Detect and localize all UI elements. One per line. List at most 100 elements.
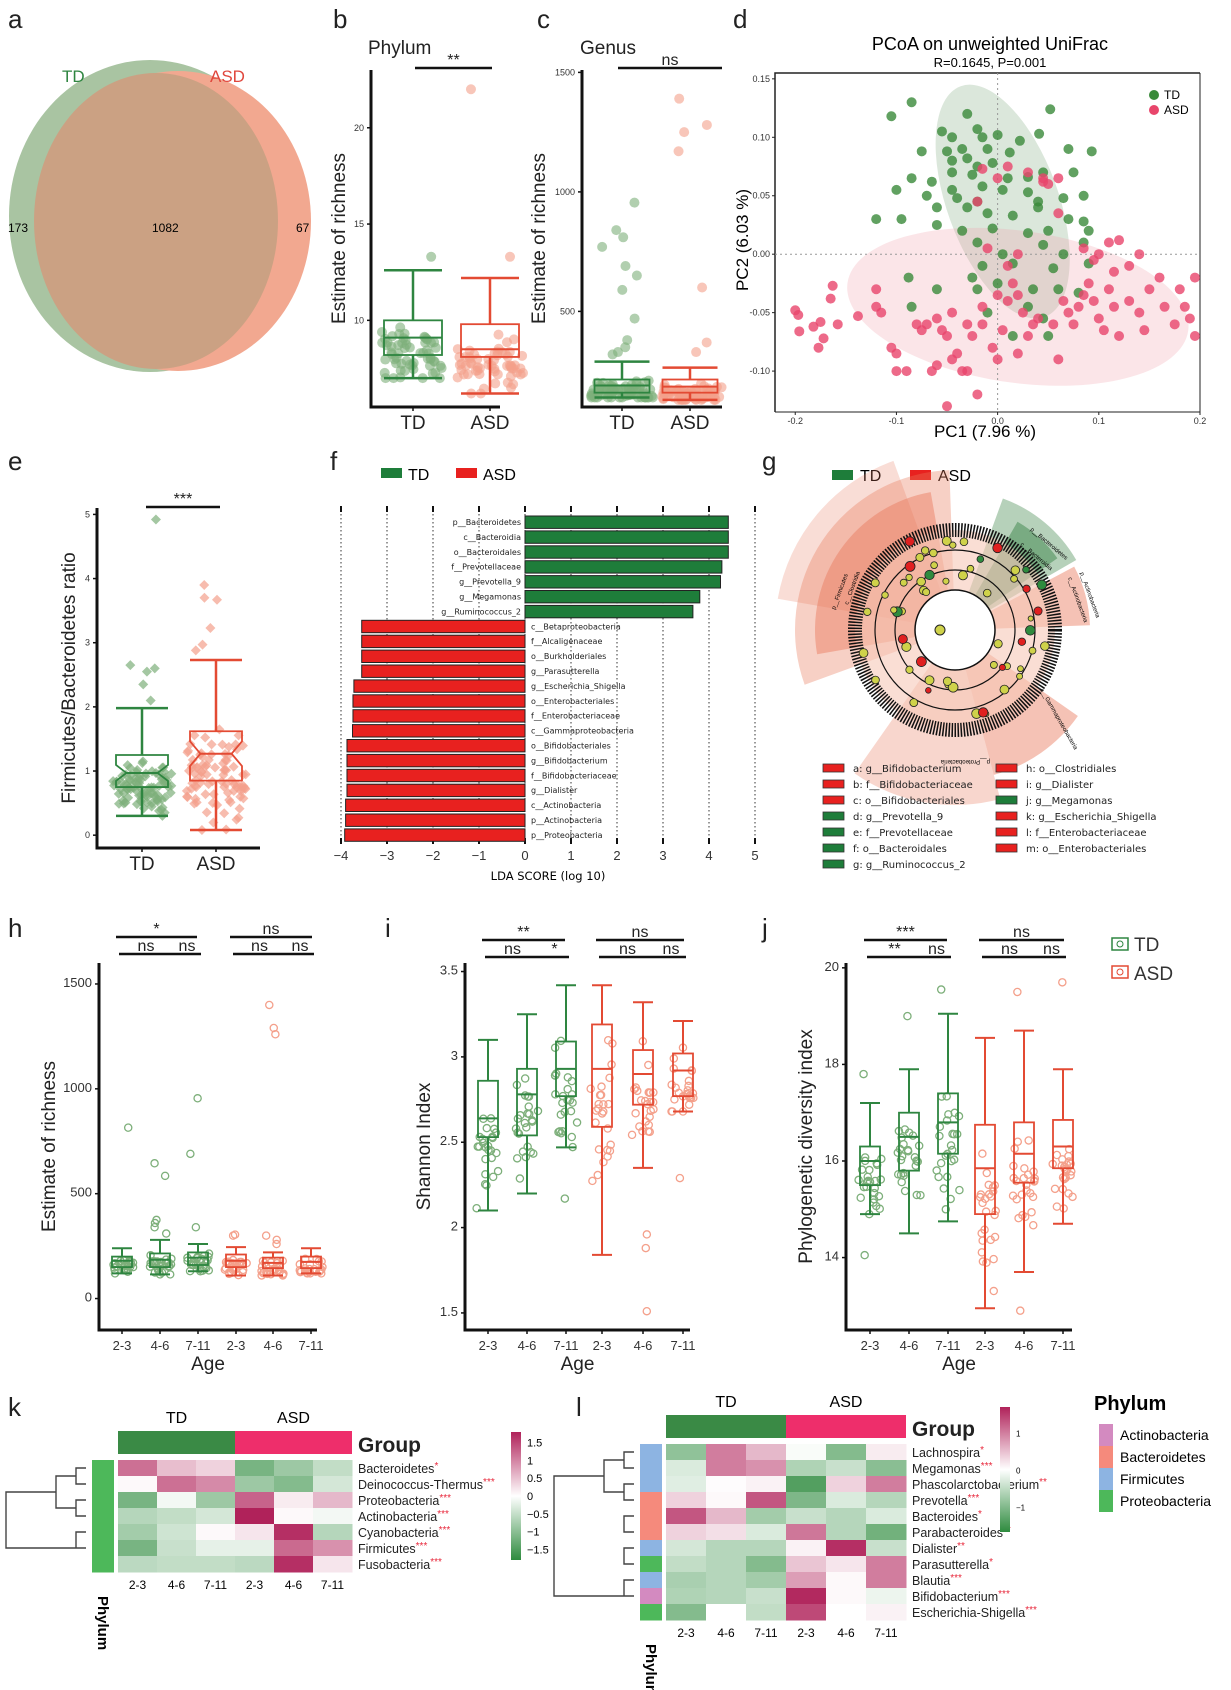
row-label: Bacteroidetes* <box>358 1461 438 1476</box>
x-tick-label: 7-11 <box>553 1338 578 1353</box>
heatmap-cell <box>313 1508 353 1525</box>
data-point <box>947 167 958 178</box>
phylum-legend-swatch <box>1099 1424 1113 1446</box>
key-swatch <box>822 811 845 821</box>
data-point <box>603 1124 612 1133</box>
heatmap-cell <box>706 1572 747 1589</box>
outlier-point <box>230 1230 240 1239</box>
x-tick-label: −1 <box>472 848 487 863</box>
bottom-tick <box>570 838 572 844</box>
data-point <box>522 1123 531 1132</box>
data-point <box>596 1090 606 1100</box>
heatmap-cell <box>786 1460 827 1477</box>
data-point <box>952 193 963 204</box>
x-tick-label: 2 <box>613 848 620 863</box>
tree-node <box>976 555 985 563</box>
x-tick-label: TD <box>609 413 634 434</box>
outlier-point <box>691 347 702 358</box>
row-label: Deinococcus-Thermus*** <box>358 1477 495 1492</box>
heatmap-cell <box>826 1444 867 1461</box>
phylum-annotation-cell <box>92 1476 114 1493</box>
heatmap-cell <box>666 1460 707 1477</box>
y-tick-label: 0.05 <box>752 191 770 201</box>
data-point <box>986 1235 995 1245</box>
outlier-point <box>1016 1306 1025 1315</box>
outlier-point <box>199 592 210 603</box>
data-point <box>1058 249 1069 260</box>
x-tick-label: TD <box>400 413 425 434</box>
legend-td-label: TD <box>408 467 429 484</box>
venn-td-label: TD <box>62 67 85 86</box>
data-point <box>236 1257 246 1267</box>
heatmap-cell <box>786 1572 827 1589</box>
phylum-legend-label: Actinobacteria <box>1120 1427 1209 1443</box>
heatmap-cell <box>746 1476 787 1493</box>
bar-label: o__Bifidobacteriales <box>531 742 611 751</box>
data-point <box>594 1099 603 1109</box>
data-point <box>157 802 168 813</box>
heatmap-cell <box>826 1572 867 1589</box>
data-point <box>891 184 902 195</box>
heatmap-cell <box>866 1572 907 1589</box>
tree-node <box>942 676 953 686</box>
significance-stars: *** <box>998 1589 1010 1600</box>
tree-node <box>921 546 930 555</box>
data-point <box>489 348 500 359</box>
data-point <box>157 762 168 773</box>
data-point <box>219 808 230 819</box>
significance-stars: * <box>980 1445 984 1456</box>
outlier-point <box>673 146 684 157</box>
data-point <box>436 363 447 374</box>
phylum-legend-label: Firmicutes <box>1120 1471 1185 1487</box>
data-point <box>972 124 983 135</box>
tree-node <box>858 648 869 658</box>
tree-node <box>1040 641 1050 651</box>
legend-asd-swatch <box>910 470 931 480</box>
data-point <box>705 386 716 397</box>
tree-node <box>959 537 969 547</box>
data-point <box>560 1107 569 1117</box>
significance-stars: *** <box>968 1493 980 1504</box>
tree-node <box>1022 584 1031 593</box>
data-point <box>131 799 142 810</box>
data-point <box>931 313 942 324</box>
data-point <box>992 173 1003 184</box>
chart-subtitle: R=0.1645, P=0.001 <box>934 55 1047 70</box>
data-point <box>1012 290 1023 301</box>
tree-node <box>993 639 1003 649</box>
y-axis-label: PC2 (6.03 %) <box>733 189 752 291</box>
data-point <box>977 132 988 143</box>
group-label-td: TD <box>166 1410 187 1427</box>
phylum-annotation-cell <box>92 1524 114 1541</box>
heatmap-cell <box>866 1524 907 1541</box>
heatmap-cell <box>235 1460 275 1477</box>
heatmap-cell <box>274 1460 314 1477</box>
data-point <box>182 747 193 758</box>
top-tick <box>662 506 664 512</box>
tree-node <box>897 634 908 645</box>
data-point <box>1053 284 1064 295</box>
top-tick <box>386 506 388 512</box>
axis <box>369 70 500 409</box>
column-label: 4-6 <box>285 1578 303 1592</box>
data-point <box>684 1081 693 1091</box>
tree-node <box>941 536 952 546</box>
y-axis-label: Firmicutes/Bacteroidetes ratio <box>59 552 80 803</box>
data-point <box>1052 1150 1062 1160</box>
key-label: h: o__Clostridiales <box>1026 764 1116 775</box>
tree-node <box>899 578 908 587</box>
legend-asd-marker <box>1149 105 1159 115</box>
bar <box>524 560 723 574</box>
heatmap-cell <box>706 1444 747 1461</box>
x-tick-label: 2-3 <box>976 1338 995 1353</box>
key-swatch <box>995 843 1018 853</box>
row-label: Bifidobacterium*** <box>912 1589 1010 1604</box>
heatmap-cell <box>274 1556 314 1573</box>
data-point <box>1002 260 1013 271</box>
outlier-point <box>150 514 161 525</box>
y-tick-label: 1000 <box>555 187 575 197</box>
bottom-tick <box>754 838 756 844</box>
top-tick <box>570 506 572 512</box>
tree-node <box>870 578 880 588</box>
data-point <box>825 293 836 304</box>
